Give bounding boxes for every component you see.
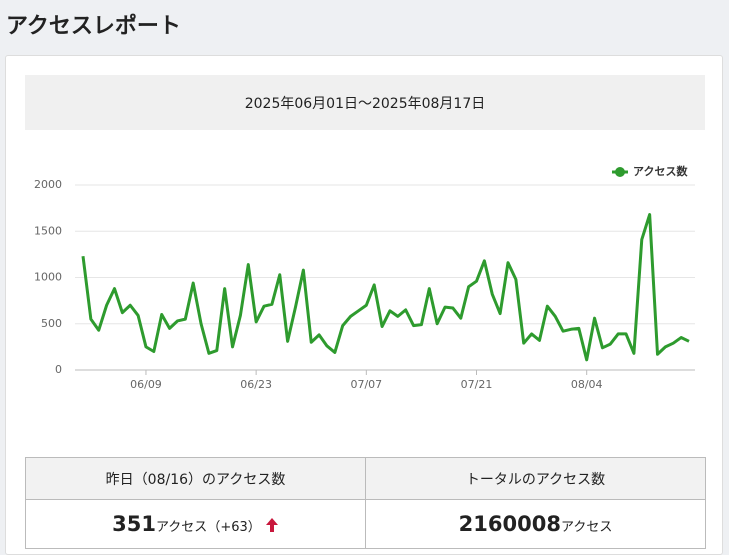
x-tick-label: 06/09 — [130, 378, 162, 391]
x-tick-label: 06/23 — [240, 378, 272, 391]
change: （+63） — [207, 520, 261, 535]
y-tick-label: 500 — [41, 317, 62, 330]
chart: 0 500 1000 1500 2000 06/09 06/23 07/07 07/21 08/0… — [34, 164, 695, 391]
period: 2025年06月01日～2025年08月17日 — [25, 75, 705, 130]
x-tick-label: 07/07 — [350, 378, 382, 391]
summary-header: 昨日（08/16）のアクセス数 — [25, 457, 366, 500]
total-cell: 2160008アクセス — [365, 499, 706, 549]
legend-label: アクセス数 — [633, 164, 688, 178]
legend-marker — [615, 167, 625, 177]
unit: アクセス — [155, 520, 208, 535]
up-arrow-icon — [265, 518, 278, 532]
total-count: 2160008 — [458, 512, 561, 536]
x-tick-label: 07/21 — [461, 378, 493, 391]
line — [81, 213, 690, 362]
summary-header: トータルのアクセス数 — [365, 457, 706, 500]
page-title: アクセスレポート — [6, 14, 181, 39]
y-tick-label: 2000 — [34, 178, 62, 191]
summary-table: 昨日（08/16）のアクセス数 トータルのアクセス数 351アクセス（+63） … — [25, 457, 706, 549]
yesterday-count: 351 — [112, 512, 156, 536]
y-tick-label: 1000 — [34, 271, 62, 284]
y-tick-label: 0 — [55, 363, 62, 376]
yesterday-cell: 351アクセス（+63） — [25, 499, 366, 549]
x-tick-label: 08/04 — [571, 378, 603, 391]
unit: アクセス — [560, 520, 613, 535]
y-tick-label: 1500 — [34, 224, 62, 237]
